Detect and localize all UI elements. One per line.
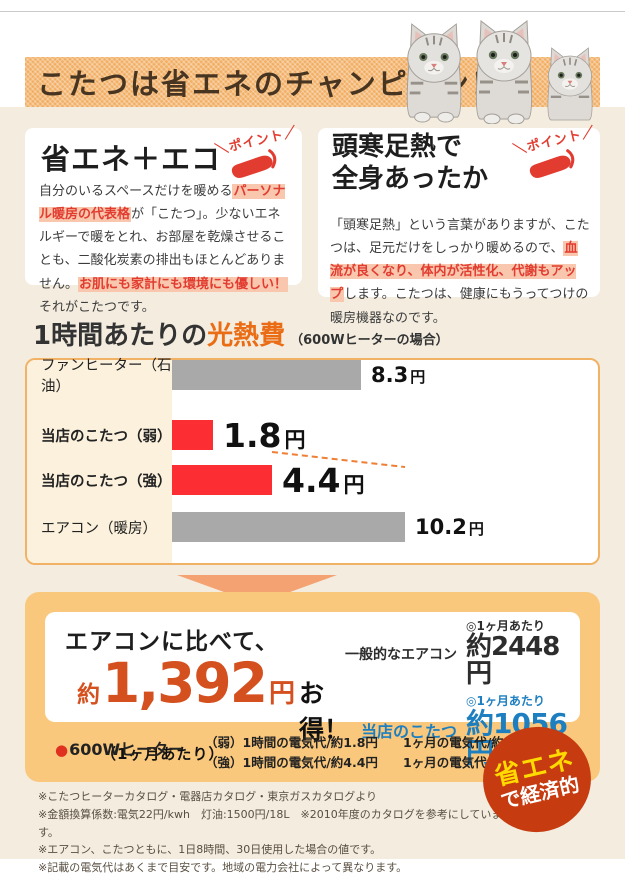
kittens-image <box>406 20 593 124</box>
savings-approx: 約 <box>77 682 100 708</box>
top-divider <box>0 11 625 12</box>
bar-value: 8.3 円 <box>371 363 426 387</box>
warmth-card-title: 頭寒足熱で 全身あったか <box>332 132 489 194</box>
kitten-right <box>547 47 593 121</box>
pointing-hand-icon <box>231 149 277 178</box>
bar-value: 10.2 円 <box>415 515 484 539</box>
chart-category-label: 当店のこたつ（強） <box>41 473 172 490</box>
heater-note-label: ●600Wヒーター <box>55 740 185 759</box>
bullet-icon: ● <box>55 741 69 759</box>
chart-title-highlight: 光熱費 <box>207 321 286 351</box>
chart-category-label: ファンヒーター（石油） <box>41 358 172 395</box>
footnote-line: ※記載の電気代はあくまで目安です。地域の電力会社によって異なります。 <box>38 861 408 875</box>
savings-amount-line: 約 1,392 円お得！ <box>77 656 355 746</box>
chart-section-title: 1時間あたりの 光熱費 （600Wヒーターの場合） <box>33 315 449 352</box>
kitten-middle <box>475 20 533 124</box>
bar-value: 1.8 円 <box>223 415 306 455</box>
eco-card-body: 自分のいるスペースだけを暖めるパーソナル暖房の代表格が「こたつ」。少ないエネルギ… <box>39 184 289 315</box>
chart-row-fanheater: ファンヒーター（石油） 8.3 円 <box>27 358 598 395</box>
footnotes: ※こたつヒーターカタログ・電器店カタログ・東京ガスカタログより ※金額換算係数:… <box>38 788 508 877</box>
pointing-hand-icon <box>529 149 575 178</box>
savings-section: エアコンに比べて、 約 1,392 円お得！ （1ヶ月あたり） 一般的なエアコン ◎… <box>25 592 600 782</box>
footnote-line: ※エアコン、こたつともに、1日8時間、30日使用した場合の値です。 <box>38 843 382 857</box>
savings-suffix: お得！ <box>299 679 350 744</box>
chart-row-kotatsu-high: 当店のこたつ（強） 4.4 円 <box>27 461 598 500</box>
price-amount: 約2448円 <box>466 632 560 690</box>
heater-note: ●600Wヒーター （弱）1時間の電気代/約1.8円 1ヶ月の電気代/約432円 … <box>55 733 551 773</box>
savings-heading: エアコンに比べて、 <box>65 629 279 655</box>
price-per-label: ◎1ヶ月あたり <box>466 619 545 633</box>
savings-unit: 円 <box>268 679 295 709</box>
warmth-card: 頭寒足熱で 全身あったか ＼ポイント／ 「頭寒足熱」という言葉がありますが、こたつ… <box>318 125 600 326</box>
bar-kotatsu-high <box>172 465 272 495</box>
savings-compare: エアコンに比べて、 約 1,392 円お得！ （1ヶ月あたり） <box>65 622 355 764</box>
bar-fanheater <box>172 360 361 390</box>
price-per-label: ◎1ヶ月あたり <box>466 693 545 708</box>
savings-card: エアコンに比べて、 約 1,392 円お得！ （1ヶ月あたり） 一般的なエアコン ◎… <box>45 612 580 767</box>
bar-kotatsu-low <box>172 420 213 450</box>
chart-category-label: 当店のこたつ（弱） <box>41 428 172 445</box>
price-row-aircon: 一般的なエアコン ◎1ヶ月あたり 約2448円 <box>341 619 573 689</box>
price-row-label: 当店のこたつ <box>360 722 457 742</box>
warmth-card-body: 「頭寒足熱」という言葉がありますが、こたつは、足元だけをしっかり暖めるので、血流… <box>330 218 590 326</box>
footnote-line: ※金額換算係数:電気22円/kwh 灯油:1500円/18L ※2010年度のカ… <box>38 807 503 839</box>
chart-row-kotatsu-low: 当店のこたつ（弱） 1.8 円 <box>27 416 598 455</box>
point-badge: ＼ポイント／ <box>506 122 598 188</box>
point-badge: ＼ポイント／ <box>208 122 300 188</box>
kitten-left <box>406 23 462 123</box>
savings-per-month-note: （1ヶ月あたり） <box>101 745 225 763</box>
eco-card-title: 省エネ＋エコ <box>41 142 222 176</box>
chart-title-prefix: 1時間あたりの <box>33 321 208 351</box>
footnote-line: ※こたつヒーターカタログ・電器店カタログ・東京ガスカタログより <box>38 790 377 803</box>
bar-aircon <box>172 512 405 542</box>
chart-label-column <box>27 360 172 563</box>
chart-title-note: （600Wヒーターの場合） <box>290 333 449 348</box>
bar-value: 4.4 円 <box>282 460 365 500</box>
eco-card: 省エネ＋エコ ＼ポイント／ 自分のいるスペースだけを暖めるパーソナル暖房の代表格… <box>25 125 302 315</box>
savings-amount: 1,392 <box>102 651 268 715</box>
cost-bar-chart: 当店のこたつ（弱） 1.8 円 当店のこたつ（強） 4.4 円 エアコン（暖房） 1… <box>25 358 600 565</box>
price-row-label: 一般的なエアコン <box>345 646 457 663</box>
chart-row-aircon: エアコン（暖房） 10.2 円 <box>27 512 598 542</box>
chart-category-label: エアコン（暖房） <box>41 520 157 537</box>
dashed-connector-line <box>271 451 406 468</box>
